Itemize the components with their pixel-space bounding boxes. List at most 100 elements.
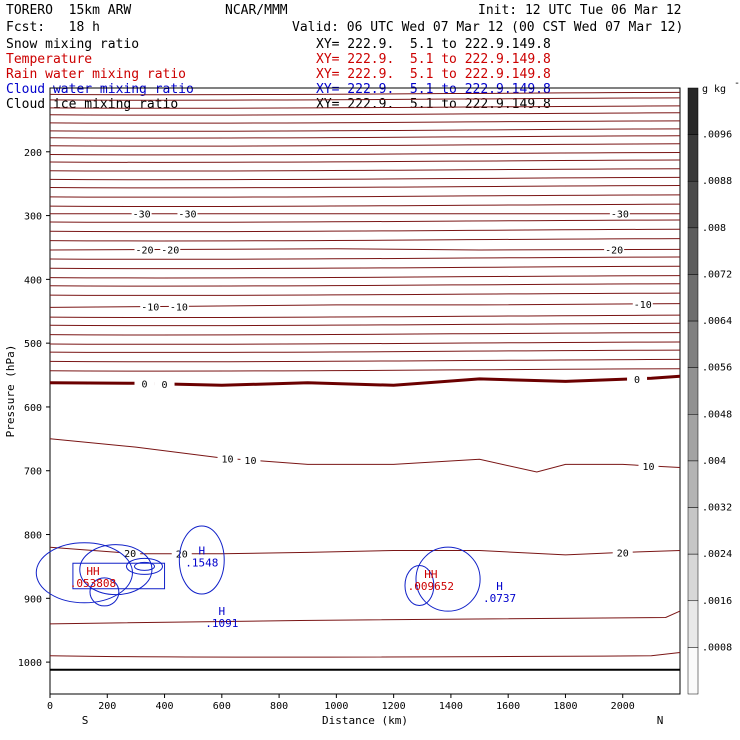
background-contour xyxy=(49,322,681,327)
background-contour xyxy=(49,135,681,139)
x-tick-label: 400 xyxy=(156,701,174,712)
cloud-contour xyxy=(415,546,481,612)
colorbar-swatch xyxy=(687,320,699,368)
x-tick-label: 1000 xyxy=(324,701,348,712)
isotherm-label-bg xyxy=(171,547,192,559)
extremum-mark: H xyxy=(219,605,226,618)
plot-frame xyxy=(49,87,681,695)
colorbar-label: .0008 xyxy=(702,642,732,653)
isotherm-label: 10 xyxy=(222,454,234,465)
isotherm-label: 20 xyxy=(617,548,629,559)
colorbar-label: .0072 xyxy=(702,269,732,280)
background-contour xyxy=(49,112,681,116)
extremum-value: .0737 xyxy=(483,592,516,605)
isotherm-label: 0 xyxy=(141,380,147,391)
legend-name: Cloud water mixing ratio xyxy=(6,82,194,97)
isotherm-label: -20 xyxy=(605,246,623,257)
isotherm-label: 0 xyxy=(162,380,168,391)
cloud-contour xyxy=(89,577,120,607)
isotherm-label-bg xyxy=(609,207,630,219)
legend-xy: XY= 222.9. 5.1 to 222.9.149.8 xyxy=(316,67,551,82)
colorbar-swatch xyxy=(687,647,699,695)
x-tick-label: 800 xyxy=(270,701,288,712)
isotherm-label: 20 xyxy=(124,549,136,560)
isotherm-line xyxy=(49,438,681,473)
colorbar-swatch xyxy=(687,600,699,648)
isotherm-label: -30 xyxy=(611,210,629,221)
y-tick-label: 700 xyxy=(24,467,42,478)
y-tick-label: 1000 xyxy=(18,658,42,669)
x-tick-label: 2000 xyxy=(611,701,635,712)
cloud-contour xyxy=(126,557,163,575)
background-contour xyxy=(49,341,681,345)
colorbar-swatch xyxy=(687,367,699,415)
cloud-contour xyxy=(35,542,133,604)
isotherm-label: -30 xyxy=(178,210,196,221)
isotherm-label: -10 xyxy=(170,302,188,313)
colorbar-label: .0016 xyxy=(702,596,732,607)
background-contour xyxy=(49,91,681,96)
extremum-value: .009652 xyxy=(408,580,454,593)
y-tick-label: 800 xyxy=(24,531,42,542)
forecast-label: Fcst: 18 h xyxy=(6,20,100,35)
extremum-value: .1091 xyxy=(205,617,238,630)
colorbar-label: .004 xyxy=(702,456,726,467)
background-contour xyxy=(49,143,681,147)
background-contour xyxy=(49,283,681,287)
colorbar-swatch xyxy=(687,460,699,508)
background-contour xyxy=(49,203,681,208)
isotherm-label-bg xyxy=(154,377,175,389)
isotherm-label: -10 xyxy=(141,303,159,314)
background-contour xyxy=(49,176,681,181)
isotherm-label-bg xyxy=(140,300,161,312)
background-contour xyxy=(49,292,681,296)
isotherm-label: -20 xyxy=(161,245,179,256)
isotherm-label-bg xyxy=(120,547,141,559)
isotherm-label: 0 xyxy=(634,375,640,386)
x-tick-label: 0 xyxy=(47,701,53,712)
x-tick-label: 1800 xyxy=(553,701,577,712)
background-contour xyxy=(49,265,681,270)
x-tick-label: 1600 xyxy=(496,701,520,712)
isotherm-label-bg xyxy=(632,297,653,309)
isotherm-label-bg xyxy=(217,452,238,464)
isotherm-label-bg xyxy=(134,377,155,389)
cloud-contour xyxy=(72,562,166,590)
y-tick-label: 300 xyxy=(24,212,42,223)
isotherm-label: 20 xyxy=(176,550,188,561)
x-tick-label: 200 xyxy=(98,701,116,712)
lower-contour xyxy=(49,610,681,625)
valid-label: Valid: 06 UTC Wed 07 Mar 12 (00 CST Wed … xyxy=(292,20,684,35)
colorbar-swatch xyxy=(687,180,699,229)
isotherm-label: -20 xyxy=(135,246,153,257)
background-contour xyxy=(49,97,681,101)
y-tick-label: 500 xyxy=(24,339,42,350)
colorbar-label: .0064 xyxy=(702,316,732,327)
y-tick-label: 200 xyxy=(24,148,42,159)
colorbar-label: .0096 xyxy=(702,130,732,141)
background-contour xyxy=(49,238,681,242)
background-contour xyxy=(49,314,681,319)
isotherm-line xyxy=(49,546,681,556)
cloud-contour xyxy=(178,525,225,595)
colorbar-label: .0088 xyxy=(702,176,732,187)
extremum-mark: HH xyxy=(424,568,437,581)
isotherm-label-bg xyxy=(131,207,152,219)
isotherm-label-bg xyxy=(638,459,659,471)
colorbar-units: g kg xyxy=(702,84,726,95)
isotherm-label: -10 xyxy=(634,300,652,311)
isotherm-label: 10 xyxy=(244,456,256,467)
x-tick-label: 1200 xyxy=(382,701,406,712)
north-end-label: N xyxy=(657,714,664,727)
legend-xy: XY= 222.9. 5.1 to 222.9.149.8 xyxy=(316,52,551,67)
isotherm-label-bg xyxy=(604,243,625,255)
background-contour xyxy=(49,358,681,363)
y-tick-label: 400 xyxy=(24,275,42,286)
background-contour xyxy=(49,275,681,279)
background-contour xyxy=(49,105,681,109)
colorbar-swatch xyxy=(687,87,699,135)
colorbar-label: .0048 xyxy=(702,409,732,420)
x-tick-label: 600 xyxy=(213,701,231,712)
background-contour xyxy=(49,219,681,223)
